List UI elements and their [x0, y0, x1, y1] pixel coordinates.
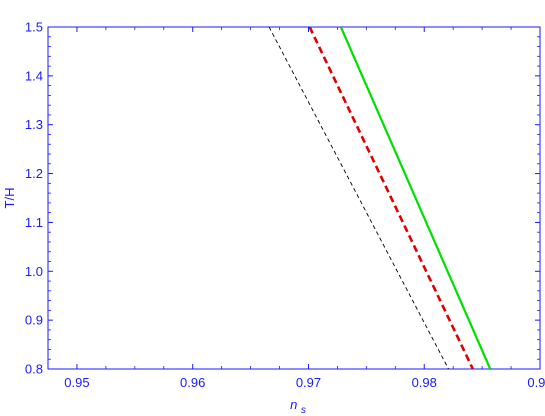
y-tick-label: 1.4: [25, 68, 43, 83]
series-line-3: [339, 27, 492, 369]
y-tick-label: 1.5: [25, 20, 43, 35]
series-line-1: [268, 27, 449, 369]
plot-frame: [47, 26, 541, 370]
x-axis-title-main: n: [290, 397, 297, 412]
x-axis-title: n s: [290, 397, 306, 416]
y-axis-title: T/H: [2, 188, 17, 209]
x-tick-label: 0.95: [64, 375, 89, 390]
plot-border: [47, 26, 541, 370]
ticks-layer: 0.95 0.96 0.97 0.98 0.99 0.8 0.9 1.0 1.1 1.2 1.3 1.…: [25, 20, 545, 391]
x-tick-label: 0.98: [412, 375, 437, 390]
x-tick-label: 0.96: [180, 375, 205, 390]
y-tick-label: 1.0: [25, 264, 43, 279]
y-tick-label: 1.3: [25, 117, 43, 132]
x-axis-title-subscript: s: [301, 405, 306, 416]
y-tick-label: 1.2: [25, 166, 43, 181]
y-tick-label: 0.9: [25, 313, 43, 328]
y-tick-label: 0.8: [25, 362, 43, 377]
x-tick-label: 0.99: [527, 375, 545, 390]
y-tick-label: 1.1: [25, 215, 43, 230]
series-line-2: [308, 27, 475, 369]
series-layer: [268, 27, 492, 369]
x-tick-label: 0.97: [296, 375, 321, 390]
